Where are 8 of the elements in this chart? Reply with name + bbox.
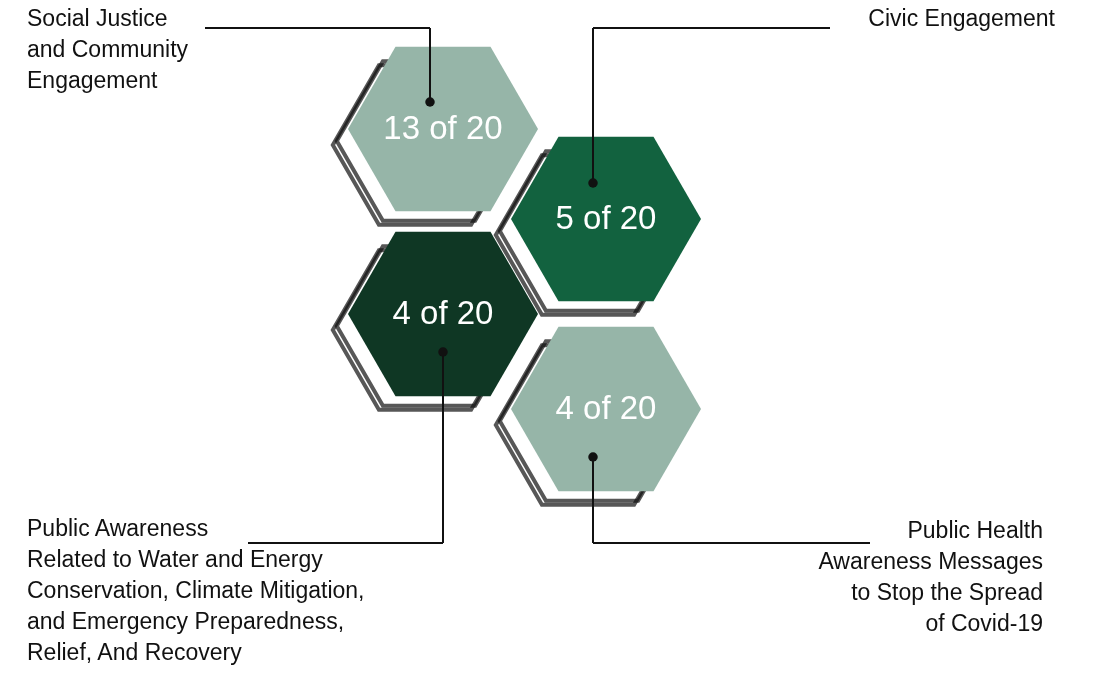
category-label: Public Health Awareness Messages to Stop the Spread of Covid-19 xyxy=(818,517,1043,636)
data-label: 5 of 20 xyxy=(555,199,657,236)
data-label: 4 of 20 xyxy=(392,294,494,331)
data-label: 13 of 20 xyxy=(383,109,503,146)
category-label: Civic Engagement xyxy=(868,5,1056,31)
category-label: Social Justice and Community Engagement xyxy=(27,5,189,93)
category-label: Public Awareness Related to Water and Energy Conservation, Climate Mitigation, and Emergency Preparedness, Relief, And Recovery xyxy=(27,515,365,665)
data-label: 4 of 20 xyxy=(555,389,657,426)
